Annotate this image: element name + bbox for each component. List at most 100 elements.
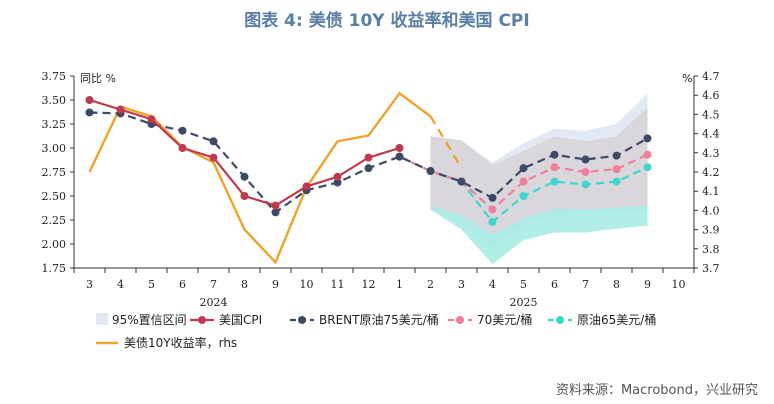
band-teal (430, 205, 648, 265)
cpi-point (209, 153, 218, 162)
x-tick-label: 5 (520, 278, 527, 291)
left-tick-label: 2.00 (42, 238, 67, 251)
oil70-point (612, 165, 621, 174)
brent75-point (643, 134, 652, 143)
oil70-point (550, 163, 559, 172)
right-tick-label: 3.9 (702, 224, 720, 237)
yield-line (88, 91, 432, 265)
x-tick-label: 4 (489, 278, 496, 291)
x-tick-label: 10 (300, 278, 314, 291)
brent75-point (271, 208, 280, 217)
left-unit-label: 同比 % (80, 72, 116, 85)
x-tick-label: 3 (86, 278, 93, 291)
left-tick-label: 2.50 (42, 190, 67, 203)
oil70-point (581, 168, 590, 176)
right-tick-label: 4.4 (702, 128, 720, 141)
cpi-line (89, 98, 400, 207)
legend-swatch-dot (198, 316, 206, 324)
brent75-point (550, 150, 559, 159)
cpi-point (364, 153, 373, 162)
x-tick-label: 9 (272, 278, 279, 291)
axes: 1.75 2.00 2.25 2.50 2.75 3.00 3.25 3.50 3.75 3.7 3… (42, 70, 720, 309)
legend-label: 70美元/桶 (477, 312, 532, 327)
legend-swatch-dot (556, 316, 564, 324)
x-tick-label: 7 (582, 278, 589, 291)
legend-label: 95%置信区间 (112, 313, 187, 327)
brent75-point (488, 193, 497, 202)
x-tick-label: 8 (241, 278, 248, 291)
x-tick-label: 4 (117, 278, 124, 291)
oil65-point (643, 163, 652, 172)
x-tick-label: 11 (331, 278, 345, 291)
brent75-point (581, 155, 590, 164)
right-tick-label: 4.1 (702, 185, 720, 198)
legend-label: 美国CPI (219, 313, 262, 327)
x-tick-label: 6 (179, 278, 186, 291)
right-tick-label: 3.8 (702, 243, 720, 256)
legend-label: 美债10Y收益率，rhs (124, 335, 237, 350)
legend-swatch-band (96, 313, 108, 325)
oil70-point (519, 177, 528, 186)
oil65-point (488, 217, 497, 226)
yield-forecast-line (429, 115, 463, 169)
cpi-point (116, 105, 125, 114)
legend-swatch-dot (298, 316, 306, 324)
brent75-point (333, 178, 342, 187)
legend-label: 原油65美元/桶 (577, 312, 656, 327)
left-tick-label: 3.75 (42, 70, 67, 83)
legend-swatch-dot (456, 316, 464, 324)
cpi-point (240, 192, 249, 200)
right-tick-label: 4.7 (702, 70, 720, 83)
left-tick-label: 2.25 (42, 214, 67, 227)
brent75-point (240, 172, 249, 181)
x-tick-label: 8 (613, 278, 620, 291)
brent75-point (395, 152, 404, 161)
right-tick-label: 4.2 (702, 166, 720, 179)
right-tick-label: 4.0 (702, 204, 720, 217)
left-tick-label: 2.75 (42, 166, 67, 179)
year-label: 2024 (200, 296, 228, 309)
right-tick-label: 4.3 (702, 147, 720, 160)
brent75-point (209, 137, 218, 146)
chart-title: 图表 4: 美债 10Y 收益率和美国 CPI (244, 11, 530, 31)
x-tick-label: 2 (427, 278, 434, 291)
cpi-point (333, 172, 342, 181)
brent75-point (364, 164, 373, 173)
left-tick-label: 3.25 (42, 118, 67, 131)
left-tick-label: 1.75 (42, 262, 67, 275)
x-tick-label: 1 (396, 278, 403, 291)
right-unit-label: % (682, 72, 692, 85)
brent75-point (612, 151, 621, 160)
legend: 95%置信区间 美国CPI BRENT原油75美元/桶 70美元/桶 原油65美元/桶美… (96, 312, 656, 350)
left-tick-label: 3.50 (42, 94, 67, 107)
year-label: 2025 (510, 296, 538, 309)
brent75-point (426, 167, 435, 176)
x-tick-label: 6 (551, 278, 558, 291)
brent75-point (178, 126, 187, 135)
cpi-point (147, 115, 156, 124)
cpi-point (85, 96, 94, 104)
x-tick-label: 9 (644, 278, 651, 291)
cpi-point (271, 201, 280, 210)
oil70-point (643, 150, 652, 159)
x-tick-label: 10 (672, 278, 686, 291)
cpi-point (395, 144, 404, 152)
oil65-point (519, 192, 528, 200)
series-lines (85, 91, 652, 265)
cpi-point (302, 182, 311, 191)
oil65-point (550, 177, 559, 186)
right-tick-label: 4.6 (702, 89, 720, 102)
x-tick-label: 12 (362, 278, 376, 291)
source-note: 资料来源：Macrobond，兴业研究 (555, 383, 758, 398)
legend-label: BRENT原油75美元/桶 (319, 312, 439, 327)
brent75-point (457, 177, 466, 186)
brent75-point (519, 164, 528, 173)
cpi-point (178, 144, 187, 152)
right-tick-label: 4.5 (702, 108, 720, 121)
left-tick-label: 3.00 (42, 142, 67, 155)
oil70-point (488, 205, 497, 214)
oil65-point (612, 177, 621, 186)
x-tick-label: 3 (458, 278, 465, 291)
right-tick-label: 3.7 (702, 262, 720, 275)
